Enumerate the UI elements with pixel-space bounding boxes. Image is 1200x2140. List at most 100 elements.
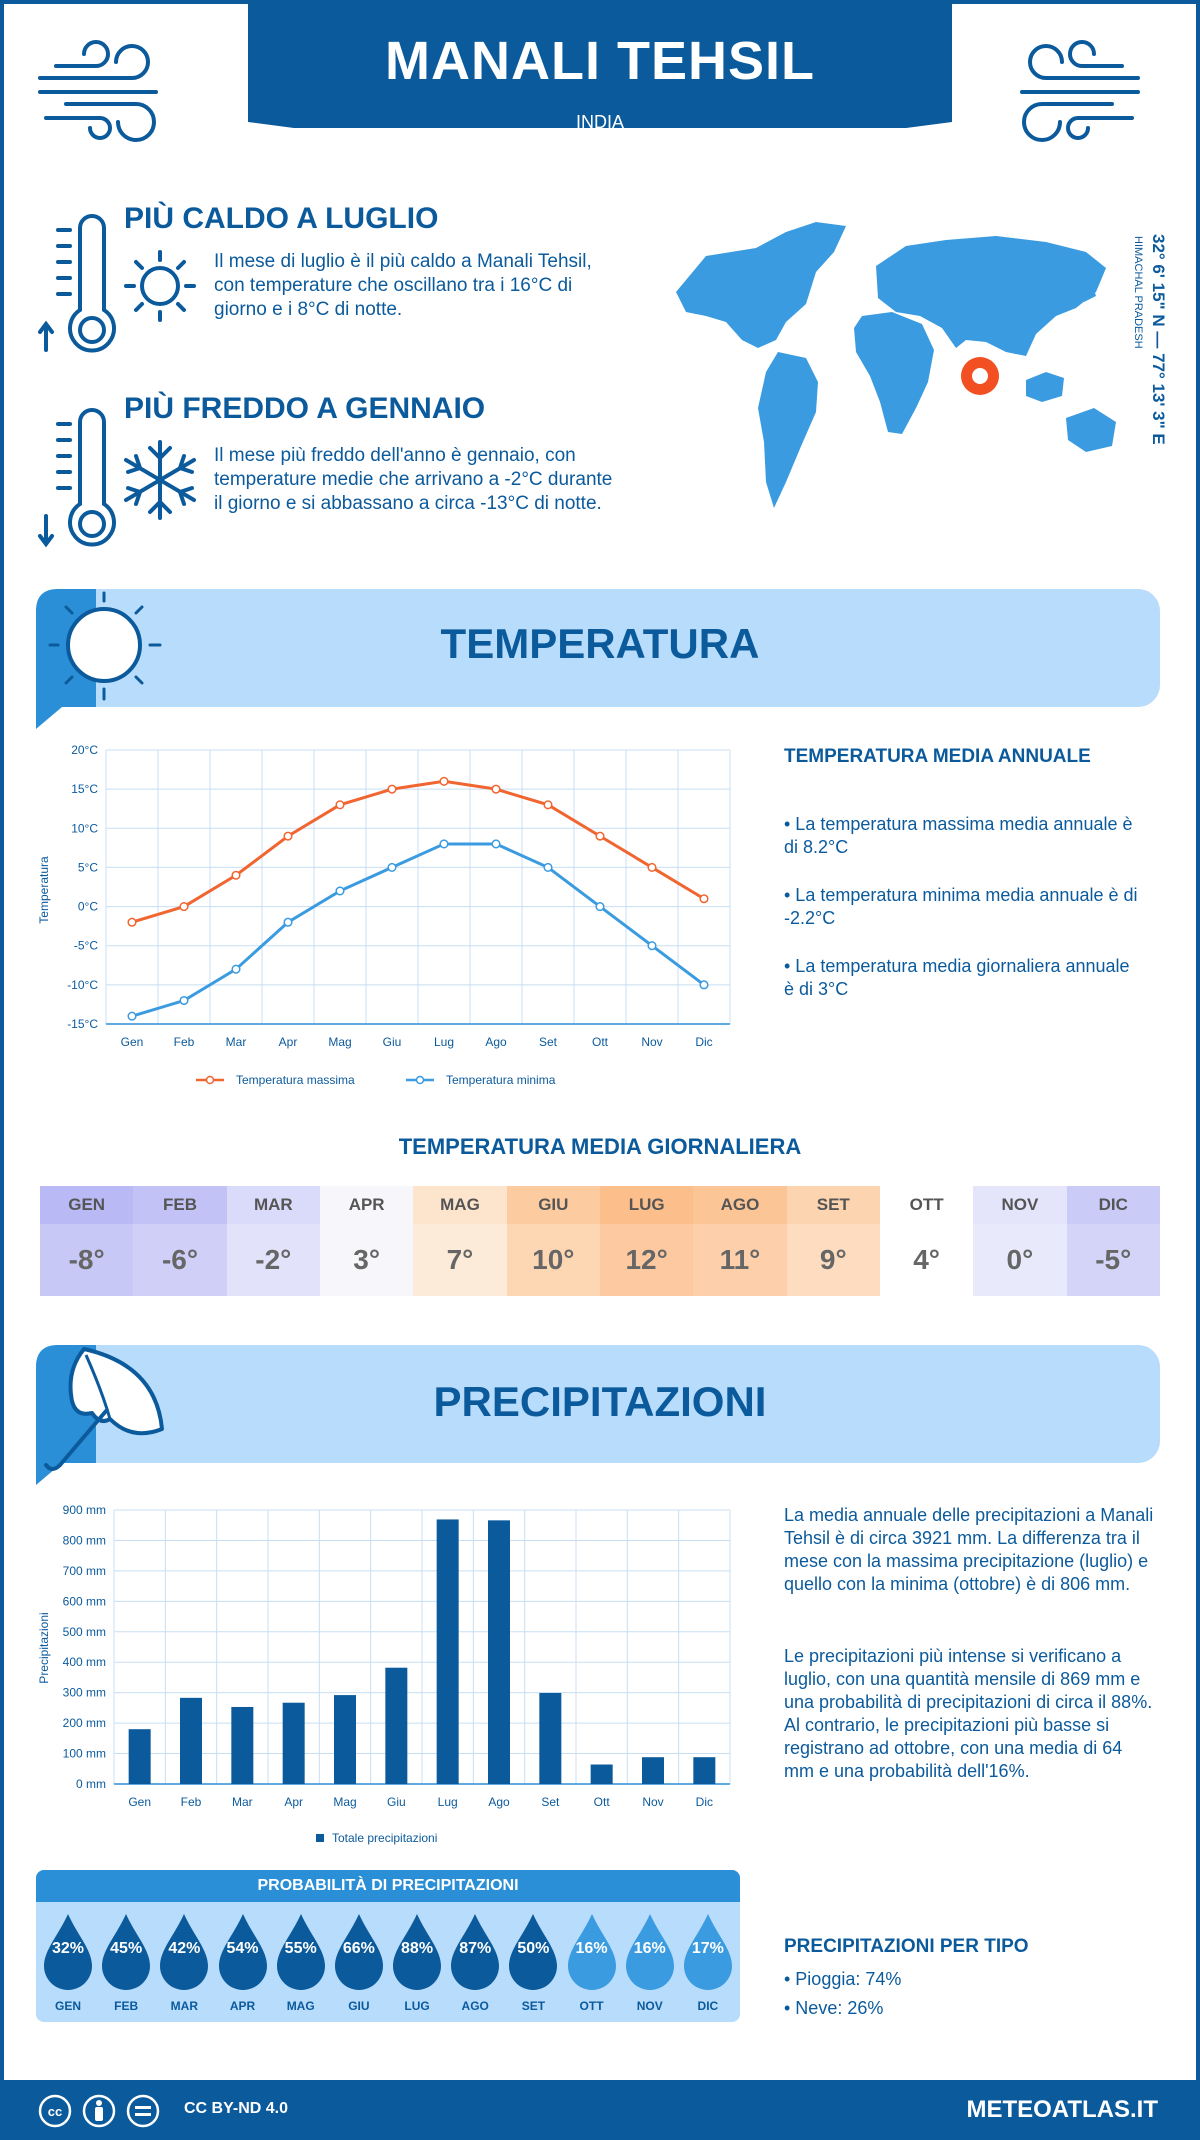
data-point <box>231 870 241 880</box>
x-tick-label: Apr <box>279 1035 298 1049</box>
daily-temp-month: DIC <box>1066 1186 1160 1224</box>
daily-temp-cell: MAR -2° <box>226 1186 320 1296</box>
annual-min-text: • La temperatura minima media annuale è … <box>784 885 1138 928</box>
cc-icon: cc <box>48 2104 62 2119</box>
wind-icon <box>1020 40 1140 142</box>
x-tick-label: Ago <box>488 1795 510 1809</box>
probability-value: 16% <box>575 1940 608 1957</box>
y-tick-label: 400 mm <box>63 1655 106 1669</box>
probability-month: LUG <box>404 1999 430 2013</box>
data-point <box>283 917 293 927</box>
daily-temp-cell: OTT 4° <box>879 1186 974 1296</box>
daily-temp-month: NOV <box>973 1186 1067 1224</box>
x-tick-label: Mag <box>333 1795 356 1809</box>
daily-temp-month: SET <box>786 1186 880 1224</box>
raindrop-icon <box>509 1914 558 1990</box>
raindrop-icon <box>451 1914 500 1990</box>
daily-temp-month: MAG <box>413 1186 507 1224</box>
data-point <box>595 902 605 912</box>
temperature-section-band <box>36 589 1160 707</box>
precipitation-bar <box>693 1757 716 1784</box>
daily-temp-cell: FEB -6° <box>133 1186 227 1296</box>
header-banner <box>248 0 952 128</box>
data-point <box>335 886 345 896</box>
y-tick-label: 0°C <box>78 900 98 914</box>
rain-share: • Pioggia: 74% <box>784 1969 902 1989</box>
raindrop-icon <box>334 1914 383 1990</box>
y-tick-label: 5°C <box>78 860 98 874</box>
y-tick-label: 10°C <box>71 821 98 835</box>
probability-value: 87% <box>459 1940 492 1957</box>
probability-drop: 54% APR <box>215 1912 271 2013</box>
x-tick-label: Giu <box>387 1795 406 1809</box>
raindrop-icon <box>160 1914 209 1990</box>
no-derivatives-icon <box>135 2106 151 2116</box>
precipitation-bar <box>539 1692 562 1784</box>
daily-temp-title: TEMPERATURA MEDIA GIORNALIERA <box>398 1134 802 1159</box>
temperature-section-title: TEMPERATURA <box>440 620 760 667</box>
annual-max-text: • La temperatura massima media annuale è… <box>784 814 1133 857</box>
probability-drop: 16% OTT <box>564 1912 620 2013</box>
daily-temp-cell: LUG 12° <box>599 1186 694 1296</box>
daily-temp-value: 7° <box>413 1224 507 1296</box>
x-tick-label: Apr <box>284 1795 303 1809</box>
probability-value: 17% <box>691 1940 724 1957</box>
data-point <box>595 831 605 841</box>
y-tick-label: 500 mm <box>63 1625 106 1639</box>
data-point <box>543 862 553 872</box>
probability-value: 42% <box>168 1940 201 1957</box>
y-tick-label: -10°C <box>67 978 98 992</box>
data-point <box>439 776 449 786</box>
daily-temp-month: AGO <box>693 1186 787 1224</box>
x-tick-label: Mag <box>328 1035 351 1049</box>
x-tick-label: Dic <box>695 1035 712 1049</box>
y-tick-label: 700 mm <box>63 1564 106 1578</box>
site-link[interactable]: METEOATLAS.IT <box>966 2096 1158 2123</box>
daily-temp-value: 3° <box>319 1224 414 1296</box>
y-tick-label: -15°C <box>67 1017 98 1031</box>
license-icons: cc <box>38 2094 160 2128</box>
country-label: INDIA <box>575 112 624 132</box>
temperature-axis-label: Temperatura <box>37 856 51 924</box>
license-label: CC BY-ND 4.0 <box>184 2100 289 2117</box>
thermometer-snowflake-icon <box>38 408 196 548</box>
legend-max: Temperatura massima <box>236 1073 355 1087</box>
temperature-chart: 20°C 15°C 10°C 5°C 0°C -5°C -10°C -15°C Gen Feb Ma… <box>37 743 731 1087</box>
probability-month: SET <box>521 1999 546 2013</box>
daily-temp-value: 9° <box>786 1224 880 1296</box>
precipitation-bar <box>642 1757 664 1784</box>
x-tick-label: Nov <box>642 1795 663 1809</box>
probability-month: MAG <box>286 1999 315 2013</box>
daily-temp-month: GEN <box>40 1186 134 1224</box>
y-tick-label: 600 mm <box>63 1594 106 1608</box>
data-point <box>699 980 709 990</box>
y-tick-label: 900 mm <box>63 1503 106 1517</box>
data-point <box>647 941 657 951</box>
daily-temp-cell: NOV 0° <box>973 1186 1067 1296</box>
probability-month: APR <box>229 1999 256 2013</box>
data-point <box>491 839 501 849</box>
precipitation-section-title: PRECIPITAZIONI <box>433 1378 767 1425</box>
precipitation-chart: 900 mm 800 mm 700 mm 600 mm 500 mm 400 mm 300 … <box>37 1503 731 1845</box>
legend-min: Temperatura minima <box>446 1073 556 1087</box>
data-point <box>647 862 657 872</box>
probability-month: FEB <box>114 1999 139 2013</box>
probability-value: 45% <box>110 1940 143 1957</box>
series-line <box>131 842 705 1018</box>
page-title: MANALI TEHSIL <box>385 31 815 91</box>
probability-month: GEN <box>54 1999 81 2013</box>
daily-temp-value: -2° <box>226 1224 320 1296</box>
y-tick-label: -5°C <box>74 939 98 953</box>
x-tick-label: Ott <box>594 1795 611 1809</box>
daily-temp-value: 10° <box>506 1224 600 1296</box>
probability-value: 54% <box>226 1940 259 1957</box>
attribution-person-icon <box>95 2100 103 2121</box>
precipitation-bar <box>385 1667 408 1784</box>
region-label: HIMACHAL PRADESH <box>1132 236 1144 349</box>
data-point <box>335 800 345 810</box>
probability-month: NOV <box>636 1999 663 2013</box>
coldest-month-title: PIÙ FREDDO A GENNAIO <box>124 392 486 425</box>
raindrop-icon <box>44 1914 92 1990</box>
probability-month: GIU <box>348 1999 370 2013</box>
y-tick-label: 200 mm <box>63 1716 106 1730</box>
